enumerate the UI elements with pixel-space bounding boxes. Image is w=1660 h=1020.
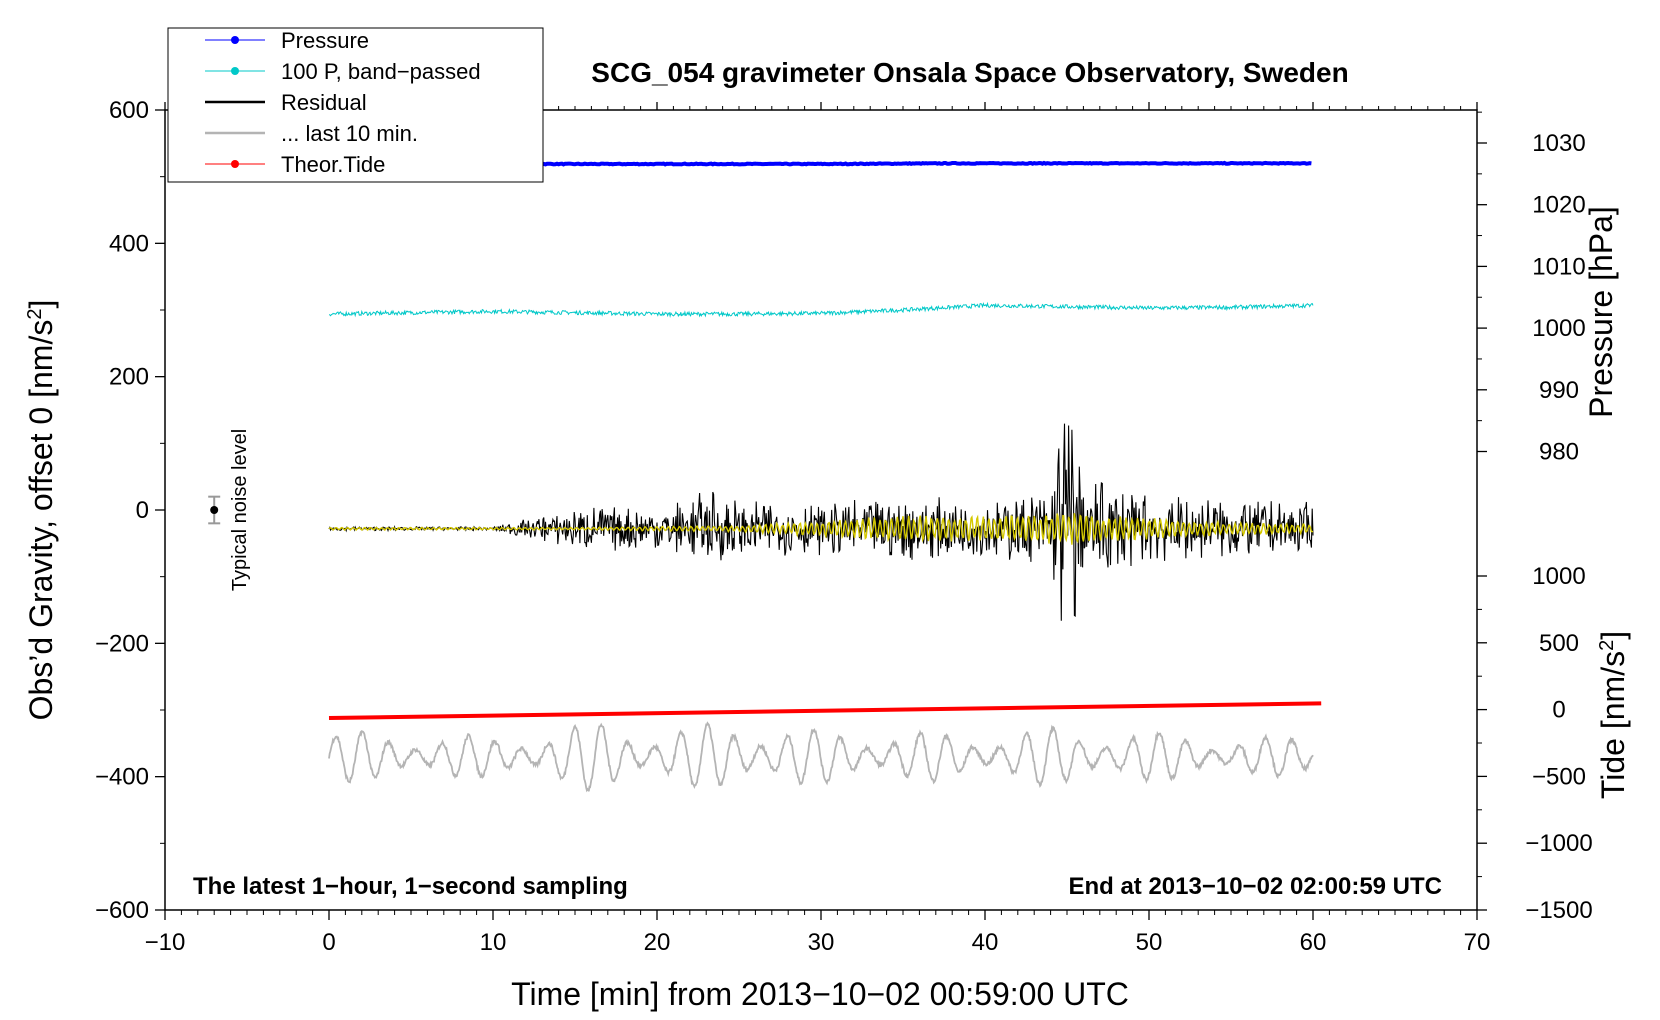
x-tick-label: 30 [808, 929, 835, 956]
note-left: The latest 1−hour, 1−second sampling [193, 873, 628, 900]
chart-title: SCG_054 gravimeter Onsala Space Observat… [591, 57, 1348, 88]
legend-label-0: Pressure [281, 28, 369, 53]
x-tick-label: 60 [1300, 929, 1327, 956]
legend-label-3: ... last 10 min. [281, 121, 418, 146]
tide-tick-label: −1500 [1525, 897, 1592, 924]
pressure-tick-label: 990 [1539, 377, 1579, 404]
y-tick-label: −400 [95, 764, 149, 791]
tick-labels: −10 0 10 20 30 40 50 60 70−600−400−2000200400600… [95, 97, 1593, 956]
y-tick-label: 200 [109, 364, 149, 391]
pressure-tick-label: 1030 [1532, 130, 1585, 157]
x-tick-label: 50 [1136, 929, 1163, 956]
noise-point [210, 506, 219, 514]
legend-label-4: Theor.Tide [281, 152, 385, 177]
tide-tick-label: 1000 [1532, 563, 1585, 590]
series-last-10-min [328, 721, 1314, 793]
x-tick-label: 40 [972, 929, 999, 956]
x-tick-label: 0 [322, 929, 335, 956]
legend-box [167, 27, 544, 183]
y-tick-label: −600 [95, 897, 149, 924]
pressure-tick-label: 1010 [1532, 253, 1585, 280]
series-layer [328, 160, 1322, 793]
y-tick-label: 0 [136, 497, 149, 524]
y-tick-label: −200 [95, 630, 149, 657]
y-tick-label: 400 [109, 230, 149, 257]
legend-marker-1 [231, 67, 239, 75]
pressure-tick-label: 980 [1539, 439, 1579, 466]
legend-label-1: 100 P, band−passed [281, 59, 481, 84]
tide-tick-label: −1000 [1525, 830, 1592, 857]
x-tick-label: 10 [480, 929, 507, 956]
noise-level-label: Typical noise level [229, 429, 251, 591]
tide-tick-label: −500 [1532, 763, 1586, 790]
legend-marker-0 [231, 36, 239, 44]
legend-label-2: Residual [281, 90, 367, 115]
x-axis-label: Time [min] from 2013−10−02 00:59:00 UTC [511, 976, 1129, 1012]
y-axis-label-left: Obs’d Gravity, offset 0 [nm/s2] [23, 300, 59, 721]
x-tick-label: 20 [644, 929, 671, 956]
y-axis-label-pressure: Pressure [hPa] [1583, 206, 1619, 418]
pressure-tick-label: 1020 [1532, 192, 1585, 219]
axis-ticks [155, 102, 1487, 920]
tide-tick-label: 0 [1552, 697, 1565, 724]
y-axis-label-tide: Tide [nm/s2] [1595, 631, 1631, 799]
note-right: End at 2013−10−02 02:00:59 UTC [1068, 873, 1442, 900]
noise-level-indicator [208, 495, 221, 525]
series-theoretical-tide [328, 701, 1322, 720]
series-residual-smoothed [328, 513, 1314, 545]
y-tick-label: 600 [109, 97, 149, 124]
series-band-passed [328, 301, 1314, 318]
tide-tick-label: 500 [1539, 630, 1579, 657]
x-tick-label: 70 [1464, 929, 1491, 956]
pressure-tick-label: 1000 [1532, 315, 1585, 342]
legend-marker-4 [231, 160, 239, 168]
legend: Pressure 100 P, band−passed Residual ... la… [167, 27, 544, 183]
x-tick-label: −10 [145, 929, 186, 956]
